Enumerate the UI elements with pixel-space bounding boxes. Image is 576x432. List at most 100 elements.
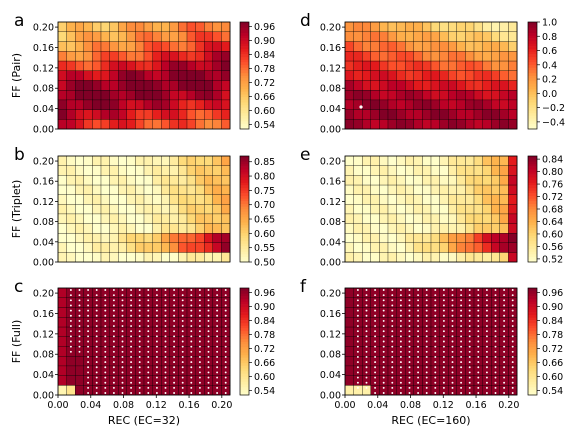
heatmap-cell bbox=[344, 365, 354, 376]
marker-dot bbox=[104, 299, 107, 302]
heatmap-cell bbox=[456, 232, 466, 244]
heatmap-cell bbox=[152, 109, 162, 120]
colorbar-segment bbox=[240, 35, 249, 39]
marker-dot bbox=[477, 319, 480, 322]
marker-dot bbox=[408, 289, 411, 291]
heatmap-cells-d bbox=[344, 21, 518, 130]
heatmap-cell bbox=[456, 21, 466, 33]
heatmap-cell bbox=[135, 184, 145, 195]
heatmap-cell bbox=[83, 242, 93, 253]
marker-dot bbox=[190, 392, 193, 394]
heatmap-cell bbox=[109, 89, 119, 101]
colorbar-segment bbox=[528, 126, 537, 130]
heatmap-cell bbox=[465, 89, 475, 101]
marker-dot bbox=[477, 304, 480, 307]
heatmap-cell bbox=[448, 21, 458, 33]
colorbar-segment bbox=[528, 240, 537, 244]
marker-dot bbox=[468, 381, 471, 384]
marker-dot bbox=[485, 386, 488, 389]
heatmap-cell bbox=[57, 155, 67, 166]
marker-dot bbox=[511, 340, 514, 343]
marker-dot bbox=[460, 386, 463, 389]
marker-dot bbox=[207, 345, 210, 348]
panel-d: 0.000.040.080.120.160.20d 1.00.80.60.40.2… bbox=[300, 11, 565, 136]
marker-dot bbox=[95, 356, 98, 358]
heatmap-cell bbox=[473, 232, 483, 244]
heatmap-cell bbox=[362, 165, 372, 176]
heatmap-cell bbox=[109, 194, 119, 205]
marker-dot bbox=[173, 356, 176, 358]
heatmap-cell bbox=[456, 223, 466, 234]
axes-frame bbox=[344, 287, 518, 396]
heatmap-cell bbox=[169, 204, 179, 215]
heatmap-cell bbox=[405, 213, 415, 224]
heatmap-cell bbox=[161, 252, 171, 263]
heatmap-cell bbox=[118, 165, 128, 176]
marker-dot bbox=[442, 392, 445, 394]
marker-dot bbox=[425, 314, 428, 317]
marker-dot bbox=[147, 345, 150, 348]
colorbar-segment bbox=[240, 346, 249, 350]
heatmap-cell bbox=[66, 194, 76, 205]
heatmap-cell bbox=[465, 204, 475, 215]
heatmap-cell bbox=[422, 119, 432, 130]
marker-dot bbox=[190, 299, 193, 302]
marker-dot bbox=[511, 361, 514, 364]
colorbar-segment bbox=[240, 62, 249, 66]
heatmap-cell bbox=[92, 51, 102, 62]
marker-dot bbox=[69, 294, 72, 297]
marker-dot bbox=[190, 386, 193, 389]
marker-dot bbox=[494, 304, 497, 307]
heatmap-cell bbox=[362, 41, 372, 52]
heatmap-cell bbox=[212, 213, 222, 224]
colorbar-segment bbox=[528, 360, 537, 364]
heatmap-cell bbox=[212, 204, 222, 215]
marker-dots-f bbox=[356, 289, 514, 394]
heatmap-cell bbox=[456, 204, 466, 215]
marker-dot bbox=[451, 376, 454, 379]
heatmap-cell bbox=[482, 242, 492, 253]
panel-c: 0.000.040.080.120.160.200.00 0.04 0.08 0.12… bbox=[10, 277, 275, 427]
marker-dot bbox=[442, 376, 445, 379]
marker-dot bbox=[468, 330, 471, 333]
marker-dot bbox=[468, 371, 471, 374]
marker-dot bbox=[382, 376, 385, 379]
colorbar-segment bbox=[240, 341, 249, 345]
heatmap-cell bbox=[448, 119, 458, 130]
marker-dot bbox=[511, 309, 514, 312]
marker-dot bbox=[485, 309, 488, 312]
marker-dot bbox=[374, 386, 377, 389]
x-tick-label: 0.12 bbox=[146, 400, 167, 411]
marker-dot bbox=[477, 392, 480, 394]
colorbar-segment bbox=[528, 198, 537, 202]
heatmap-cell bbox=[387, 51, 397, 62]
heatmap-cell bbox=[92, 204, 102, 215]
marker-dot bbox=[356, 371, 359, 374]
marker-dot bbox=[494, 376, 497, 379]
marker-dot bbox=[95, 304, 98, 307]
colorbar-tick-label: 0.75 bbox=[254, 186, 275, 197]
heatmap-cell bbox=[143, 60, 153, 71]
marker-dot bbox=[408, 381, 411, 384]
marker-dot bbox=[207, 289, 210, 291]
marker-dot bbox=[155, 376, 158, 379]
colorbar-tick-label: 0.72 bbox=[542, 344, 563, 355]
heatmap-cell bbox=[83, 21, 93, 33]
marker-dot bbox=[112, 371, 115, 374]
marker-dot bbox=[417, 366, 420, 369]
marker-dot bbox=[391, 335, 394, 338]
marker-dot bbox=[130, 345, 133, 348]
heatmap-cell bbox=[152, 41, 162, 52]
heatmap-cell bbox=[387, 80, 397, 91]
heatmap-cell bbox=[396, 21, 406, 33]
heatmap-cell bbox=[456, 252, 466, 263]
heatmap-cell bbox=[66, 204, 76, 215]
marker-dot bbox=[104, 304, 107, 307]
heatmap-cell bbox=[100, 175, 110, 186]
marker-dot bbox=[104, 325, 107, 327]
colorbar-tick-label: 0.84 bbox=[542, 316, 563, 327]
marker-dot bbox=[477, 309, 480, 312]
heatmap-cell bbox=[473, 99, 483, 110]
heatmap-cell bbox=[212, 155, 222, 166]
heatmap-cell bbox=[178, 175, 188, 186]
